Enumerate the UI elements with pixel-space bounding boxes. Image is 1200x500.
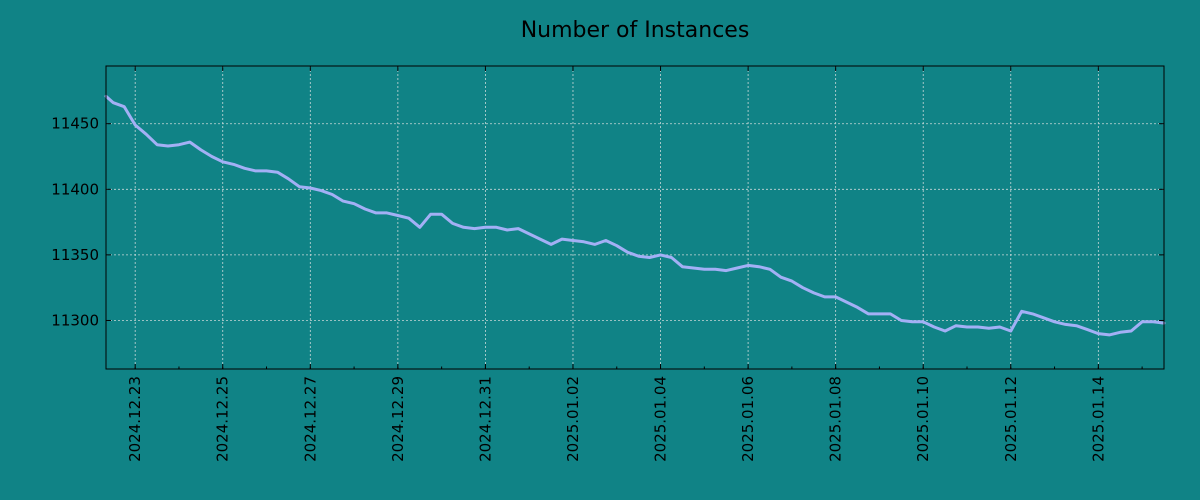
y-tick-label: 11350: [51, 246, 99, 264]
axis-ticks: 2024.12.23 2024.12.25 2024.12.27 2024.12.29…: [51, 66, 1164, 462]
series-layer: [104, 94, 1166, 337]
series-line: [104, 94, 1166, 337]
y-tick-label: 11400: [51, 180, 99, 198]
x-tick-label: 2024.12.27: [301, 376, 319, 462]
x-tick-label: 2024.12.23: [126, 376, 144, 462]
x-tick-label: 2025.01.04: [652, 376, 670, 462]
x-tick-label: 2025.01.08: [827, 376, 845, 462]
x-tick-label: 2024.12.29: [389, 376, 407, 462]
x-tick-label: 2024.12.31: [476, 376, 494, 462]
y-tick-label: 11300: [51, 311, 99, 329]
x-tick-label: 2025.01.12: [1002, 376, 1020, 462]
chart-title: Number of Instances: [521, 18, 750, 43]
x-tick-label: 2025.01.10: [914, 376, 932, 462]
grid: [106, 66, 1164, 369]
x-tick-label: 2025.01.14: [1089, 376, 1107, 462]
y-tick-label: 11450: [51, 115, 99, 133]
x-tick-label: 2025.01.02: [564, 376, 582, 462]
plot-area-frame: [105, 65, 1165, 370]
x-tick-label: 2024.12.25: [214, 376, 232, 462]
x-tick-label: 2025.01.06: [739, 376, 757, 462]
